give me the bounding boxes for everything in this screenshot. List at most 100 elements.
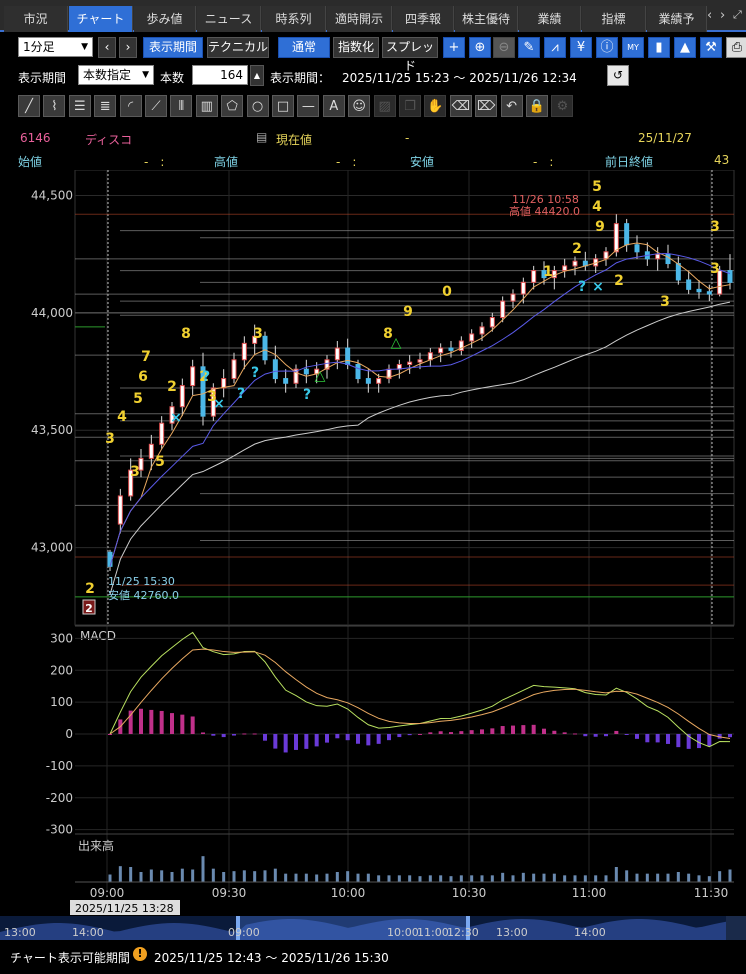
hand-icon[interactable]: ✋ <box>424 95 447 117</box>
normal-button[interactable]: 通常 <box>278 37 330 58</box>
wrench-icon[interactable]: ⚒ <box>700 37 722 58</box>
channel-icon[interactable]: ▥ <box>195 95 218 117</box>
tab-2[interactable]: 歩み値 <box>134 6 196 32</box>
count-stepper[interactable]: ▲ <box>250 65 264 86</box>
count-input[interactable]: 164 <box>192 65 248 85</box>
line-chart-icon[interactable]: ⩘ <box>544 37 566 58</box>
prev-button[interactable]: ‹ <box>98 37 116 58</box>
chevron-left-icon[interactable]: ‹ <box>707 8 713 23</box>
macd-histogram-bar <box>459 731 464 734</box>
lock-icon[interactable]: 🔒 <box>526 95 548 117</box>
pen-icon[interactable]: ✎ <box>518 37 540 58</box>
ma-short-line <box>109 242 731 567</box>
tab-6[interactable]: 四季報 <box>393 6 454 32</box>
volume-bar <box>139 872 143 882</box>
candle-body <box>572 260 578 267</box>
info-icon[interactable]: ⓘ <box>596 37 618 58</box>
volume-bar <box>439 875 443 882</box>
navigator-current-box <box>70 900 180 915</box>
fan-icon[interactable]: ⟋ <box>145 95 167 117</box>
fibonacci-icon[interactable]: ≣ <box>94 95 117 117</box>
chevron-right-icon[interactable]: › <box>720 8 726 23</box>
hline-icon[interactable]: — <box>297 95 320 117</box>
macd-histogram-bar <box>345 734 350 741</box>
price-tick-label: 44,000 <box>31 306 73 320</box>
rectangle-icon[interactable]: □ <box>272 95 294 117</box>
print-icon[interactable]: ⎙ <box>726 37 746 58</box>
copy-icon[interactable]: ❐ <box>399 95 421 117</box>
tab-4[interactable]: 時系列 <box>262 6 326 32</box>
pentagon-icon[interactable]: ⬠ <box>221 95 244 117</box>
macd-histogram-bar <box>366 734 371 746</box>
eraser-alt-icon[interactable]: ⌦ <box>475 95 498 117</box>
expand-icon[interactable]: ⤢ <box>733 8 742 21</box>
volume-icon[interactable]: ▮ <box>648 37 670 58</box>
navigator-window[interactable] <box>238 916 468 940</box>
interval-select[interactable]: 1分足 ▼ <box>18 37 93 57</box>
macd-histogram-bar <box>573 733 577 735</box>
technical-button[interactable]: テクニカル <box>207 37 269 58</box>
undo-icon[interactable]: ↶ <box>500 95 523 117</box>
emoji-icon[interactable]: ☺ <box>348 95 371 117</box>
vertical-lines-icon[interactable]: ⦀ <box>170 95 193 117</box>
volume-bar <box>129 867 133 882</box>
mountain-chart-icon[interactable]: ▲ <box>674 37 696 58</box>
macd-signal-line <box>109 648 731 739</box>
period-mode-select[interactable]: 本数指定 ▼ <box>78 65 154 85</box>
my-chart-icon[interactable]: MY <box>622 37 644 58</box>
yen-icon[interactable]: ¥ <box>570 37 592 58</box>
index-button[interactable]: 指数化 <box>333 37 379 58</box>
signal-marker: 8 <box>383 326 393 342</box>
tab-8[interactable]: 業績 <box>519 6 581 32</box>
settings-icon[interactable]: ⚙ <box>551 95 574 117</box>
text-icon[interactable]: A <box>322 95 345 117</box>
candle-body <box>696 288 702 293</box>
tab-bar: 市況 チャート 歩み値 ニュース 時系列 適時開示 四季報 株主優待 業績 指標 業績予 ‹ › ⤢ <box>0 0 746 32</box>
navigator-right-handle[interactable] <box>466 916 470 940</box>
macd-histogram-bar <box>449 732 453 734</box>
candle-body <box>128 469 134 497</box>
trend-line-icon[interactable]: ╱ <box>18 95 40 117</box>
macd-histogram-bar <box>149 709 154 734</box>
tab-1[interactable]: チャート <box>69 6 133 32</box>
signal-marker: 2 <box>614 273 624 289</box>
eraser-icon[interactable]: ⌫ <box>449 95 472 117</box>
candle-body <box>117 495 123 525</box>
macd-histogram-bar <box>304 734 309 749</box>
signal-marker: 3 <box>105 431 115 447</box>
navigator-scroll-end[interactable] <box>726 916 746 940</box>
volume-bar <box>501 872 505 882</box>
tab-5[interactable]: 適時開示 <box>327 6 392 32</box>
zoom-in-icon[interactable]: ⊕ <box>469 37 491 58</box>
macd-histogram-bar <box>190 716 195 734</box>
signal-marker: △ <box>391 335 402 351</box>
candle-body <box>200 366 206 417</box>
tab-3[interactable]: ニュース <box>197 6 261 32</box>
tab-0[interactable]: 市況 <box>4 6 68 32</box>
spread-button[interactable]: スプレッド <box>382 37 438 73</box>
crosshair-icon[interactable]: + <box>443 37 465 58</box>
price-chart[interactable]: 44,50044,00043,50043,0003456735238233890… <box>0 170 746 940</box>
display-period-button[interactable]: 表示期間 <box>143 37 203 58</box>
hide-icon[interactable]: ▨ <box>373 95 396 117</box>
annotation-high-label: 高値 44420.0 <box>509 204 580 218</box>
macd-histogram-bar <box>397 734 402 738</box>
circle-icon[interactable]: ○ <box>246 95 269 117</box>
zoom-out-icon[interactable]: ⊖ <box>493 37 515 58</box>
macd-histogram-bar <box>263 734 267 741</box>
time-tick-label: 09:30 <box>212 886 247 900</box>
footer-label: チャート表示可能期間 <box>10 951 130 965</box>
horizontal-lines-icon[interactable]: ☰ <box>68 95 91 117</box>
stock-code: 6146 <box>20 131 51 145</box>
next-button[interactable]: › <box>119 37 137 58</box>
tab-9[interactable]: 指標 <box>582 6 646 32</box>
reset-icon[interactable]: ↺ <box>607 65 629 86</box>
volume-bar <box>397 875 401 882</box>
arc-icon[interactable]: ◜ <box>119 95 142 117</box>
macd-histogram-bar <box>242 733 247 735</box>
tab-10[interactable]: 業績予 <box>647 6 707 32</box>
navigator-left-handle[interactable] <box>236 916 240 940</box>
volume-bar <box>645 873 649 882</box>
tab-7[interactable]: 株主優待 <box>455 6 518 32</box>
ruler-icon[interactable]: ⌇ <box>43 95 66 117</box>
